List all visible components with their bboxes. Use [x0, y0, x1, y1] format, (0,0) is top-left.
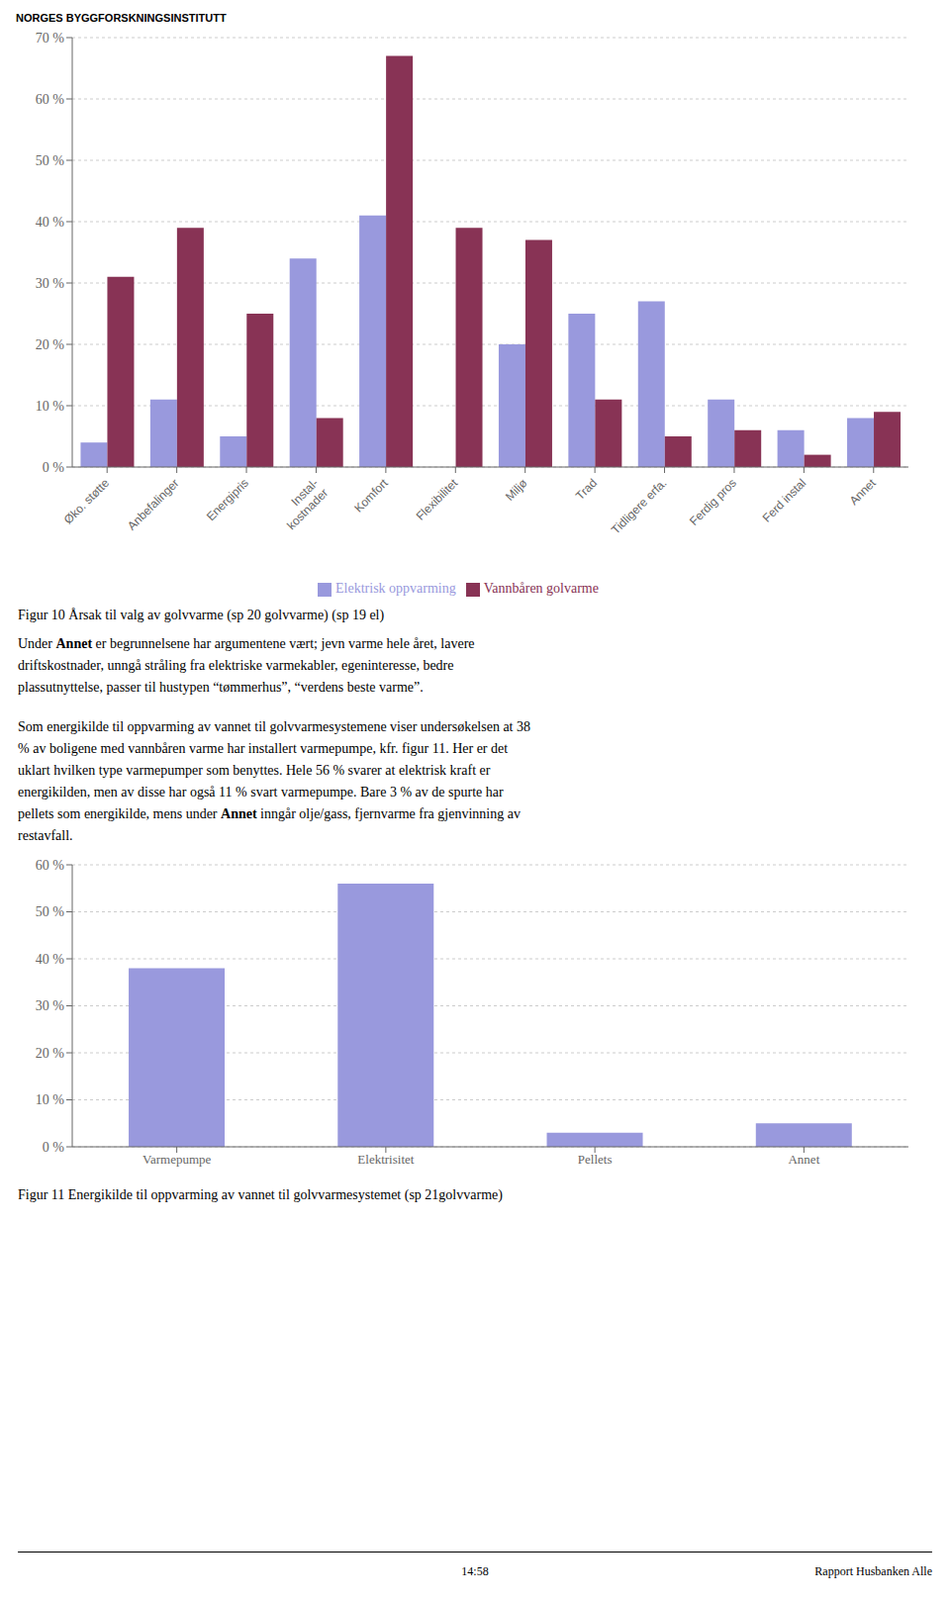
- html-text:14:58: 14:58: [461, 1564, 489, 1579]
- svg-text:10 %: 10 %: [35, 398, 66, 414]
- html-text:% av boligene med vannbåren va: % av boligene med vannbåren varme har in…: [17, 741, 508, 757]
- svg-text:60 %: 60 %: [35, 92, 66, 107]
- svg-text:70 %: 70 %: [35, 30, 66, 46]
- svg-text:Anbefalinger: Anbefalinger: [124, 475, 183, 534]
- html-text:pellets som energikilde, mens: pellets som energikilde, mens under Anne…: [17, 806, 521, 822]
- html-text:energikilden, men av disse har: energikilden, men av disse har også 11 %…: [17, 784, 504, 800]
- svg-text:40 %: 40 %: [35, 951, 66, 967]
- svg-text:20 %: 20 %: [35, 1045, 66, 1061]
- html-text:Elektrisk oppvarming: Elektrisk oppvarming: [335, 580, 456, 596]
- svg-text:Øko. støtte: Øko. støtte: [61, 475, 113, 528]
- svg-text:20 %: 20 %: [35, 337, 66, 353]
- svg-text:Miljø: Miljø: [502, 475, 531, 504]
- html-text:Figur 10 Årsak til valg av gol: Figur 10 Årsak til valg av golvvarme (sp…: [17, 607, 385, 623]
- html-text:Vannbåren golvarme: Vannbåren golvarme: [483, 580, 599, 596]
- svg-text:Flexibilitet: Flexibilitet: [413, 475, 462, 524]
- svg-text:Ferd instal: Ferd instal: [760, 475, 810, 526]
- svg-text:50 %: 50 %: [35, 153, 66, 169]
- svg-text:0 %: 0 %: [42, 1140, 66, 1155]
- svg-text:0 %: 0 %: [42, 460, 66, 475]
- html-text:Som energikilde til oppvarming: Som energikilde til oppvarming av vannet…: [17, 719, 531, 735]
- svg-text:30 %: 30 %: [35, 276, 66, 291]
- svg-text:Trad: Trad: [572, 475, 600, 503]
- svg-text:Tidligere erfa.: Tidligere erfa.: [608, 475, 669, 537]
- html-text:Rapport Husbanken Alle: Rapport Husbanken Alle: [814, 1564, 933, 1579]
- html-text:plassutnyttelse, passer til hu: plassutnyttelse, passer til hustypen “tø…: [17, 679, 424, 695]
- svg-text:Instal-kostnader: Instal-kostnader: [274, 475, 331, 533]
- svg-text:Pellets: Pellets: [577, 1151, 613, 1167]
- svg-text:50 %: 50 %: [35, 904, 66, 920]
- svg-text:Varmepumpe: Varmepumpe: [142, 1151, 212, 1167]
- svg-text:10 %: 10 %: [35, 1092, 66, 1108]
- svg-text:Komfort: Komfort: [351, 475, 391, 516]
- html-text:NORGES BYGGFORSKNINGSINSTITUTT: NORGES BYGGFORSKNINGSINSTITUTT: [15, 11, 227, 24]
- html-text:uklart hvilken type varmepumpe: uklart hvilken type varmepumper som beny…: [17, 762, 491, 778]
- svg-text:40 %: 40 %: [35, 214, 66, 230]
- html-text:driftskostnader, unngå strålin: driftskostnader, unngå stråling fra elek…: [17, 658, 454, 673]
- html-text:Under Annet er begrunnelsene h: Under Annet er begrunnelsene har argumen…: [17, 636, 475, 652]
- svg-text:Ferdig pros: Ferdig pros: [686, 475, 740, 529]
- svg-text:Elektrisitet: Elektrisitet: [357, 1151, 414, 1167]
- svg-text:Annet: Annet: [847, 475, 880, 509]
- svg-text:Annet: Annet: [787, 1151, 820, 1167]
- svg-text:30 %: 30 %: [35, 998, 66, 1014]
- svg-text:Energipris: Energipris: [203, 475, 252, 524]
- svg-text:60 %: 60 %: [35, 857, 66, 873]
- html-text:Figur 11 Energikilde til oppva: Figur 11 Energikilde til oppvarming av v…: [17, 1187, 503, 1203]
- html-text:restavfall.: restavfall.: [17, 828, 73, 844]
